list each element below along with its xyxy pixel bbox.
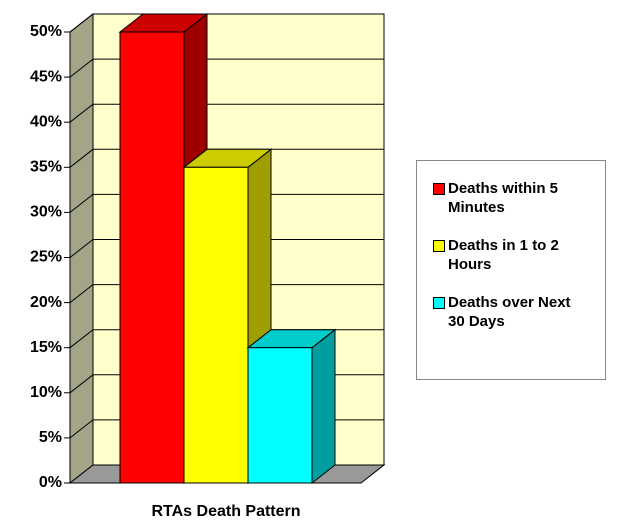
- legend-label: Deaths in 1 to 2 Hours: [448, 237, 559, 273]
- bar: [183, 166, 249, 484]
- y-tick-label: 0%: [39, 474, 62, 491]
- y-tick-label: 5%: [39, 429, 62, 446]
- bar-side: [311, 328, 336, 485]
- legend-item: Deaths over Next 30 Days: [433, 293, 605, 331]
- legend-label: Deaths over Next 30 Days: [448, 294, 571, 330]
- x-category-label: RTAs Death Pattern: [151, 503, 300, 520]
- legend-label: Deaths within 5 Minutes: [448, 180, 559, 216]
- legend: Deaths within 5 Minutes Deaths in 1 to 2 …: [416, 160, 606, 380]
- grid-line: [69, 13, 384, 33]
- y-tick-label: 50%: [30, 23, 62, 40]
- legend-swatch: [433, 240, 445, 252]
- y-tick-label: 35%: [30, 159, 62, 176]
- y-tick-label: 15%: [30, 339, 62, 356]
- bar: [247, 347, 313, 484]
- y-tick-label: 40%: [30, 113, 62, 130]
- y-tick-label: 25%: [30, 249, 62, 266]
- legend-item: Deaths in 1 to 2 Hours: [433, 236, 605, 274]
- legend-swatch: [433, 183, 445, 195]
- y-tick-label: 10%: [30, 384, 62, 401]
- grid-line: [69, 103, 384, 123]
- bar: [119, 31, 185, 484]
- legend-swatch: [433, 297, 445, 309]
- y-tick-label: 20%: [30, 294, 62, 311]
- grid-line: [69, 58, 384, 78]
- grid-line: [69, 284, 384, 303]
- grid-line: [69, 239, 384, 258]
- y-tick-label: 30%: [30, 204, 62, 221]
- grid-line: [69, 148, 384, 168]
- y-tick-label: 45%: [30, 68, 62, 85]
- legend-item: Deaths within 5 Minutes: [433, 179, 605, 217]
- grid-line: [69, 193, 384, 213]
